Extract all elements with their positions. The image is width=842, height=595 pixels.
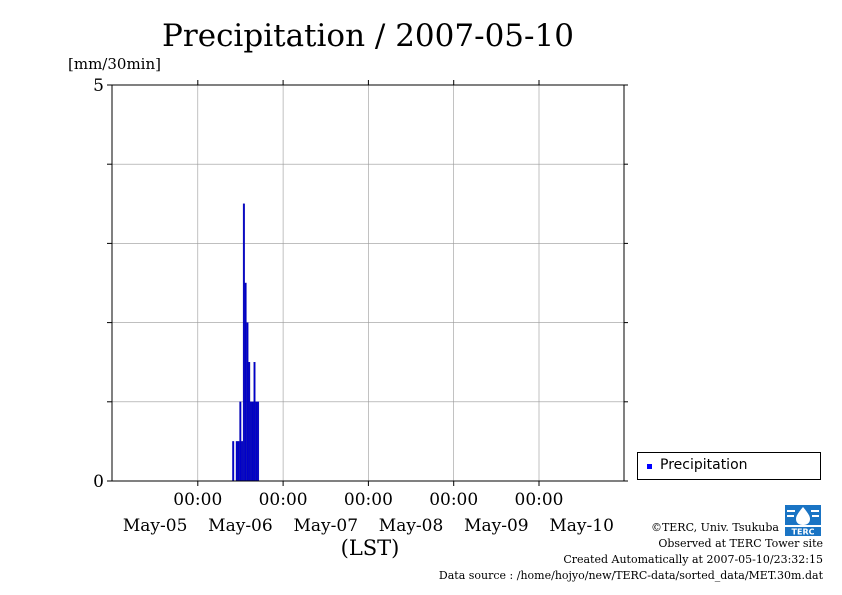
precipitation-bar (237, 441, 240, 482)
credit-created: Created Automatically at 2007-05-10/23:3… (563, 553, 823, 566)
grid-lines (112, 85, 624, 481)
precipitation-bar (235, 441, 238, 482)
x-tick-date-label: May-07 (293, 516, 358, 536)
bar-series-precipitation (232, 203, 260, 482)
x-tick-time-label: 00:00 (429, 490, 478, 510)
x-tick-date-label: May-06 (208, 516, 273, 536)
precipitation-bar (257, 401, 260, 482)
precipitation-bar (255, 401, 258, 482)
precipitation-bar (242, 203, 245, 482)
precipitation-bar (241, 441, 244, 482)
precipitation-bar (253, 362, 256, 482)
legend-label: Precipitation (660, 457, 748, 473)
x-tick-labels: May-05 00:00 May-06 00:00 May-07 00:00 May-08 0… (123, 490, 614, 536)
precipitation-bar (239, 401, 242, 482)
legend-swatch (647, 464, 652, 469)
precipitation-bar (232, 441, 235, 482)
x-tick-time-label: 00:00 (173, 490, 222, 510)
precipitation-bar (250, 401, 252, 482)
plot-frame (111, 84, 625, 482)
credit-site: Observed at TERC Tower site (658, 537, 823, 550)
precipitation-bar (248, 362, 251, 482)
x-tick-date-label: May-09 (464, 516, 529, 536)
legend: Precipitation (637, 452, 821, 480)
chart-title: Precipitation / 2007-05-10 (162, 18, 574, 54)
x-tick-date-label: May-05 (123, 516, 188, 536)
credit-source: Data source : /home/hojyo/new/TERC-data/… (438, 569, 823, 582)
y-tick-label-5: 5 (93, 76, 104, 96)
x-axis-label: (LST) (341, 536, 400, 560)
logo-text: TERC (792, 528, 815, 537)
y-axis-unit-label: [mm/30min] (68, 55, 161, 73)
x-tick-date-label: May-08 (379, 516, 444, 536)
precipitation-bar (251, 401, 254, 482)
y-tick-label-0: 0 (93, 472, 104, 492)
credit-copyright: ©TERC, Univ. Tsukuba (650, 521, 779, 534)
x-tick-date-label: May-10 (549, 516, 614, 536)
credits-block: ©TERC, Univ. Tsukuba Observed at TERC To… (439, 520, 823, 584)
x-tick-time-label: 00:00 (515, 490, 564, 510)
precipitation-bar (244, 282, 247, 482)
axis-ticks (107, 80, 628, 486)
x-tick-time-label: 00:00 (259, 490, 308, 510)
x-tick-time-label: 00:00 (344, 490, 393, 510)
terc-logo-icon: TERC (783, 503, 823, 537)
precipitation-bar (246, 322, 249, 482)
